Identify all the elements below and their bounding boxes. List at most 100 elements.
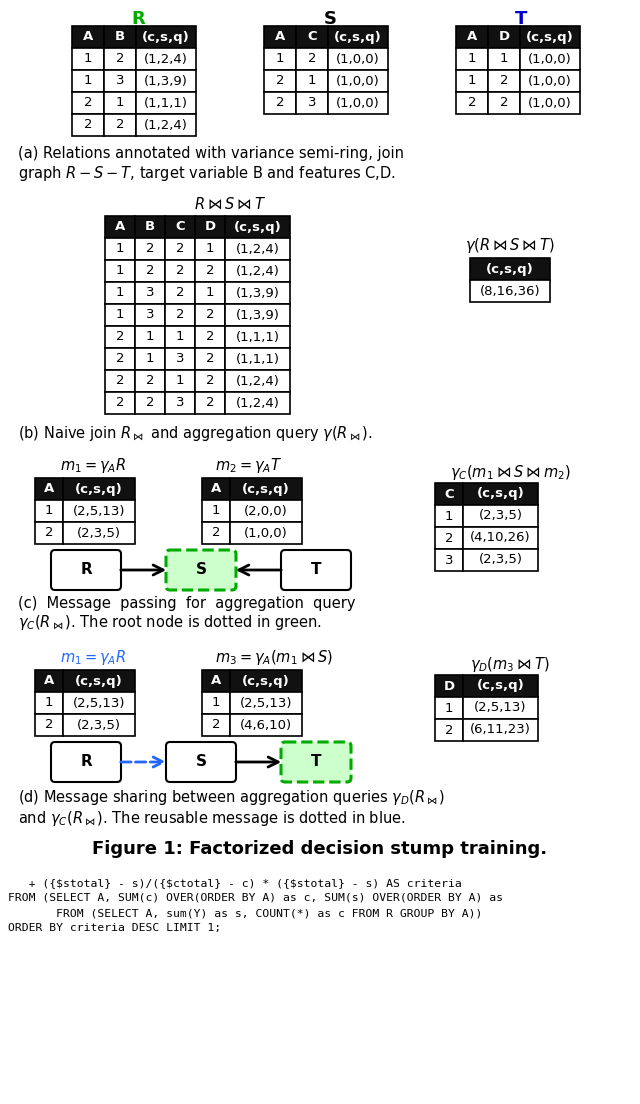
Text: (c,s,q): (c,s,q) [75,482,123,496]
Bar [165,348,195,370]
Bar [264,92,296,114]
Bar [463,719,538,741]
Text: 2: 2 [205,265,214,277]
Text: (c,s,q): (c,s,q) [142,31,190,43]
Bar [456,26,488,47]
Bar [63,478,135,500]
Bar [195,282,225,304]
Text: 2: 2 [116,53,124,65]
Text: 1: 1 [205,243,214,255]
Text: B: B [145,221,155,234]
Bar [470,280,550,302]
Text: 2: 2 [146,243,154,255]
FancyBboxPatch shape [166,550,236,590]
Text: (c,s,q): (c,s,q) [526,31,574,43]
Bar [328,92,388,114]
Text: 3: 3 [146,308,154,321]
Bar [296,26,328,47]
Bar [225,370,290,392]
Text: 2: 2 [205,308,214,321]
Bar [264,70,296,92]
Text: (c,s,q): (c,s,q) [75,675,123,688]
Bar [463,484,538,505]
Bar [165,370,195,392]
Text: (1,3,9): (1,3,9) [236,308,280,321]
Bar [463,549,538,571]
Text: A: A [83,31,93,43]
Bar [105,304,135,326]
Bar [435,484,463,505]
Text: 2: 2 [205,374,214,388]
Bar [135,261,165,282]
Bar [230,522,302,544]
Text: 1: 1 [205,287,214,299]
Text: 1: 1 [116,96,124,109]
Bar [264,26,296,47]
Text: 1: 1 [116,243,124,255]
Text: (d) Message sharing between aggregation queries $\gamma_D(R_{\bowtie})$
and $\ga: (d) Message sharing between aggregation … [18,788,445,828]
Bar [225,304,290,326]
Text: 1: 1 [468,53,476,65]
Text: $\gamma_D(m_3 \bowtie T)$: $\gamma_D(m_3 \bowtie T)$ [470,655,550,675]
Text: 2: 2 [45,527,53,540]
Bar [72,47,104,70]
Text: (a) Relations annotated with variance semi-ring, join
graph $R - S - T$, target : (a) Relations annotated with variance se… [18,146,404,183]
Text: 2: 2 [176,287,184,299]
Text: T: T [515,10,527,28]
Bar [135,348,165,370]
Bar [104,70,136,92]
Bar [136,47,196,70]
Text: $m_3 = \gamma_A(m_1 \bowtie S)$: $m_3 = \gamma_A(m_1 \bowtie S)$ [215,648,333,667]
Bar [230,714,302,736]
Text: (1,0,0): (1,0,0) [528,96,572,109]
Bar [264,47,296,70]
Text: 1: 1 [445,701,453,714]
Text: (c,s,q): (c,s,q) [242,675,290,688]
Text: 3: 3 [146,287,154,299]
Bar [104,26,136,47]
Text: S: S [323,10,337,28]
Bar [135,326,165,348]
Bar [195,348,225,370]
Text: 2: 2 [500,96,508,109]
Text: (1,0,0): (1,0,0) [336,96,380,109]
Text: 3: 3 [308,96,316,109]
Bar [225,216,290,238]
Text: 1: 1 [468,74,476,87]
Text: C: C [444,488,454,500]
Text: 1: 1 [146,330,154,343]
Bar [435,549,463,571]
Text: T: T [311,563,321,577]
Text: 2: 2 [116,374,124,388]
Bar [72,92,104,114]
Bar [165,238,195,261]
Text: 2: 2 [445,531,453,544]
Text: 3: 3 [116,74,124,87]
Bar [463,697,538,719]
Text: 2: 2 [176,243,184,255]
Bar [105,261,135,282]
Bar [195,370,225,392]
Bar [135,282,165,304]
Text: A: A [115,221,125,234]
FancyBboxPatch shape [166,742,236,782]
Bar [104,47,136,70]
Text: (1,2,4): (1,2,4) [144,53,188,65]
Bar [105,326,135,348]
Text: C: C [307,31,317,43]
Text: (c,s,q): (c,s,q) [334,31,382,43]
Text: (1,1,1): (1,1,1) [144,96,188,109]
Bar [105,348,135,370]
Text: 1: 1 [212,505,220,518]
Bar [105,238,135,261]
Bar [202,692,230,714]
Text: 2: 2 [205,352,214,365]
Text: (b) Naive join $R_{\bowtie}$ and aggregation query $\gamma(R_{\bowtie})$.: (b) Naive join $R_{\bowtie}$ and aggrega… [18,424,372,443]
Bar [63,692,135,714]
Text: 2: 2 [205,396,214,410]
Bar [435,697,463,719]
Text: (4,10,26): (4,10,26) [470,531,531,544]
Text: $m_2 = \gamma_A T$: $m_2 = \gamma_A T$ [215,456,282,475]
Text: (1,1,1): (1,1,1) [236,352,280,365]
Text: 2: 2 [176,308,184,321]
